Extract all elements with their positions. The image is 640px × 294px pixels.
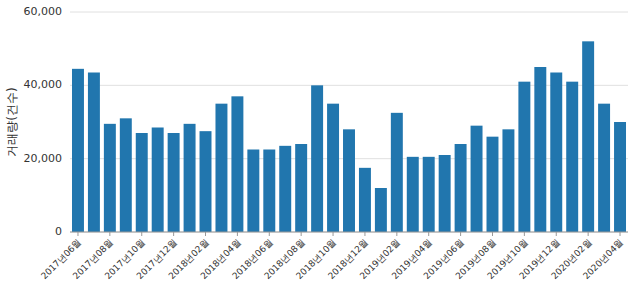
y-tick-label: 40,000 — [24, 78, 63, 91]
x-tick-label: 2020년04월 — [581, 237, 625, 281]
bar — [168, 133, 180, 232]
grid-line — [70, 232, 628, 233]
y-axis: 0 20,000 40,000 60,000 — [24, 5, 63, 238]
bar — [598, 104, 610, 232]
x-tick — [333, 232, 334, 236]
x-tick — [524, 232, 525, 236]
x-tick — [620, 232, 621, 236]
bar — [582, 41, 594, 232]
bar — [359, 168, 371, 232]
bar — [104, 124, 116, 232]
bar — [231, 96, 243, 232]
y-tick-label: 20,000 — [24, 152, 63, 165]
bar — [247, 150, 259, 233]
y-tick-label: 0 — [55, 225, 62, 238]
bar — [136, 133, 148, 232]
x-tick — [237, 232, 238, 236]
chart-container: 0 20,000 40,000 60,000 거래량(건수) 2017년06월2017년0… — [0, 0, 640, 294]
bar — [455, 144, 467, 232]
bar — [407, 157, 419, 232]
bar — [279, 146, 291, 232]
x-tick — [556, 232, 557, 236]
bar — [423, 157, 435, 232]
bar — [327, 104, 339, 232]
bar — [200, 131, 212, 232]
bar — [614, 122, 626, 232]
x-tick — [460, 232, 461, 236]
grid-line — [70, 12, 628, 13]
bar — [534, 67, 546, 232]
x-tick — [141, 232, 142, 236]
bar — [502, 129, 514, 232]
x-tick — [428, 232, 429, 236]
bar — [152, 128, 164, 233]
bar — [72, 69, 84, 232]
x-tick — [364, 232, 365, 236]
bar — [120, 118, 132, 232]
bar — [215, 104, 227, 232]
y-axis-label: 거래량(건수) — [5, 87, 19, 156]
bar — [391, 113, 403, 232]
x-axis: 2017년06월2017년08월2017년10월2017년12월2018년02월… — [39, 232, 628, 281]
bar — [566, 82, 578, 232]
bar — [295, 144, 307, 232]
bar — [375, 188, 387, 232]
y-tick-label: 60,000 — [24, 5, 63, 18]
bar — [487, 137, 499, 232]
bar — [439, 155, 451, 232]
bars — [72, 41, 626, 232]
chart: 0 20,000 40,000 60,000 거래량(건수) 2017년06월2017년0… — [0, 0, 640, 294]
x-tick — [269, 232, 270, 236]
bar — [88, 73, 100, 233]
x-tick — [301, 232, 302, 236]
x-tick — [109, 232, 110, 236]
bar — [184, 124, 196, 232]
bar — [263, 150, 275, 233]
x-tick — [396, 232, 397, 236]
bar — [471, 126, 483, 232]
bar — [550, 73, 562, 233]
x-axis-line — [70, 232, 628, 233]
x-tick — [77, 232, 78, 236]
bar — [518, 82, 530, 232]
bar — [343, 129, 355, 232]
x-tick — [173, 232, 174, 236]
x-tick — [492, 232, 493, 236]
bar — [311, 85, 323, 232]
y-grid — [70, 12, 628, 232]
x-tick — [588, 232, 589, 236]
x-tick — [205, 232, 206, 236]
